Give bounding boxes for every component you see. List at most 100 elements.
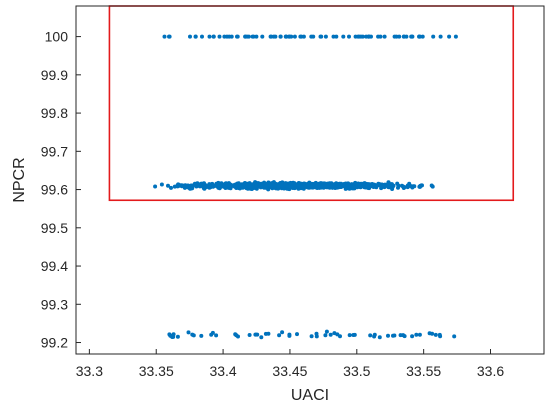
data-point — [337, 181, 342, 186]
data-point — [237, 186, 242, 191]
data-point — [375, 183, 380, 188]
data-point — [323, 34, 328, 39]
data-point — [248, 185, 253, 190]
y-tick-label: 99.3 — [41, 296, 68, 312]
data-point — [263, 331, 268, 336]
data-point — [287, 333, 292, 338]
y-tick-label: 99.5 — [41, 220, 68, 236]
data-point — [277, 333, 282, 338]
data-point — [210, 330, 215, 335]
x-tick-label: 33.6 — [477, 363, 504, 379]
data-point — [391, 333, 395, 338]
data-point — [408, 184, 413, 188]
data-point — [201, 186, 206, 190]
data-point — [189, 183, 194, 188]
data-point — [357, 183, 362, 187]
data-point — [301, 186, 305, 190]
data-point — [356, 34, 361, 39]
data-point — [401, 333, 406, 338]
data-point — [253, 332, 258, 337]
data-point — [244, 186, 249, 191]
data-point — [268, 183, 273, 188]
data-point — [159, 182, 164, 187]
y-tick-label: 99.9 — [41, 67, 68, 83]
x-axis-label: UACI — [291, 387, 329, 404]
data-point — [376, 34, 381, 39]
data-point — [380, 183, 385, 188]
data-point — [397, 34, 402, 39]
y-tick-label: 99.6 — [41, 182, 68, 198]
x-tick-label: 33.35 — [139, 363, 174, 379]
data-point — [418, 184, 422, 189]
data-point — [295, 332, 299, 337]
data-point — [153, 184, 158, 189]
y-tick-label: 99.8 — [41, 105, 68, 121]
y-tick-label: 99.7 — [41, 143, 68, 159]
data-point — [172, 184, 177, 189]
data-point — [207, 34, 212, 39]
data-point — [235, 34, 239, 39]
data-point — [166, 183, 170, 188]
data-point — [223, 185, 228, 190]
data-point — [264, 182, 269, 187]
data-point — [246, 34, 251, 39]
data-point — [310, 183, 315, 188]
data-point — [278, 34, 283, 39]
data-point — [211, 183, 215, 188]
data-point — [352, 186, 357, 191]
data-point — [168, 333, 173, 338]
data-point — [287, 34, 292, 39]
data-point — [251, 34, 256, 39]
data-point — [347, 333, 352, 338]
data-point — [283, 34, 288, 39]
data-point — [298, 34, 303, 39]
data-point — [276, 186, 281, 191]
data-point — [185, 184, 190, 189]
y-axis-ticks: 99.2 99.3 99.4 99.5 99.6 99.7 99.8 99.9 100 — [41, 29, 81, 351]
data-point — [438, 34, 443, 39]
data-point — [362, 181, 367, 186]
data-point — [189, 186, 194, 191]
data-point — [453, 34, 458, 39]
data-point — [431, 34, 436, 39]
data-point — [288, 180, 293, 185]
x-tick-label: 33.4 — [209, 363, 236, 379]
x-tick-label: 33.55 — [406, 363, 441, 379]
plot-frame — [75, 5, 545, 355]
data-point — [447, 34, 452, 39]
data-point — [410, 334, 415, 339]
data-point — [243, 34, 248, 39]
data-point — [417, 34, 422, 39]
data-point — [231, 183, 236, 188]
data-point — [452, 334, 457, 339]
data-point — [433, 332, 438, 337]
data-point — [309, 334, 314, 339]
data-point — [377, 335, 382, 340]
data-point — [240, 185, 245, 190]
data-point — [427, 331, 432, 336]
data-point — [175, 334, 180, 339]
data-point — [278, 182, 282, 187]
data-point — [319, 34, 324, 39]
data-point — [334, 34, 339, 39]
data-point — [367, 182, 372, 187]
data-point — [437, 332, 442, 337]
data-point — [226, 182, 231, 187]
data-point — [347, 34, 351, 39]
data-point — [260, 34, 265, 39]
x-axis-ticks: 33.3 33.35 33.4 33.45 33.5 33.55 33.6 — [76, 349, 504, 379]
data-point — [301, 34, 306, 39]
y-tick-label: 99.4 — [41, 258, 68, 274]
data-point — [211, 34, 216, 39]
x-tick-label: 33.3 — [76, 363, 103, 379]
data-point — [346, 184, 351, 189]
data-point — [372, 334, 377, 339]
data-point — [386, 333, 390, 338]
data-point — [338, 184, 343, 189]
data-point — [332, 182, 337, 187]
data-point — [191, 333, 196, 338]
data-point — [417, 332, 422, 337]
data-point — [364, 185, 369, 190]
y-axis-label: NPCR — [11, 157, 28, 202]
data-point — [311, 34, 316, 39]
